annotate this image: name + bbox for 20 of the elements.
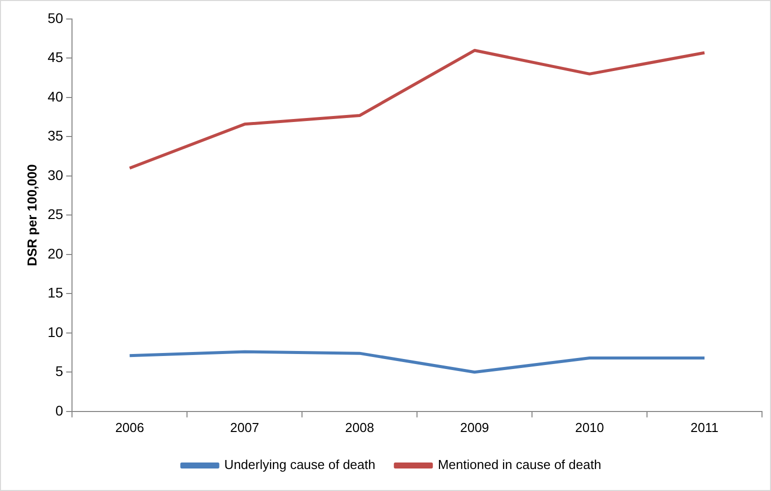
- y-tick-label: 10: [48, 324, 64, 340]
- x-tick-label: 2009: [460, 420, 490, 435]
- y-tick-label: 25: [48, 206, 64, 222]
- y-tick-label: 45: [48, 49, 64, 66]
- y-tick-label: 0: [55, 402, 64, 418]
- legend-label: Underlying cause of death: [224, 457, 376, 472]
- x-tick-label: 2006: [115, 420, 144, 435]
- x-tick-label: 2010: [575, 420, 604, 435]
- y-tick-label: 50: [48, 10, 64, 26]
- x-tick-label: 2008: [345, 420, 374, 435]
- y-tick-label: 15: [48, 284, 64, 301]
- y-tick-label: 30: [48, 166, 64, 183]
- y-axis-title: DSR per 100,000: [24, 164, 40, 266]
- y-tick-label: 5: [55, 363, 64, 380]
- y-tick-label: 35: [48, 128, 64, 144]
- legend-label: Mentioned in cause of death: [438, 457, 602, 472]
- y-tick-label: 20: [48, 245, 64, 262]
- y-tick-label: 40: [48, 88, 64, 104]
- x-tick-label: 2007: [230, 420, 260, 435]
- x-tick-label: 2011: [690, 420, 718, 435]
